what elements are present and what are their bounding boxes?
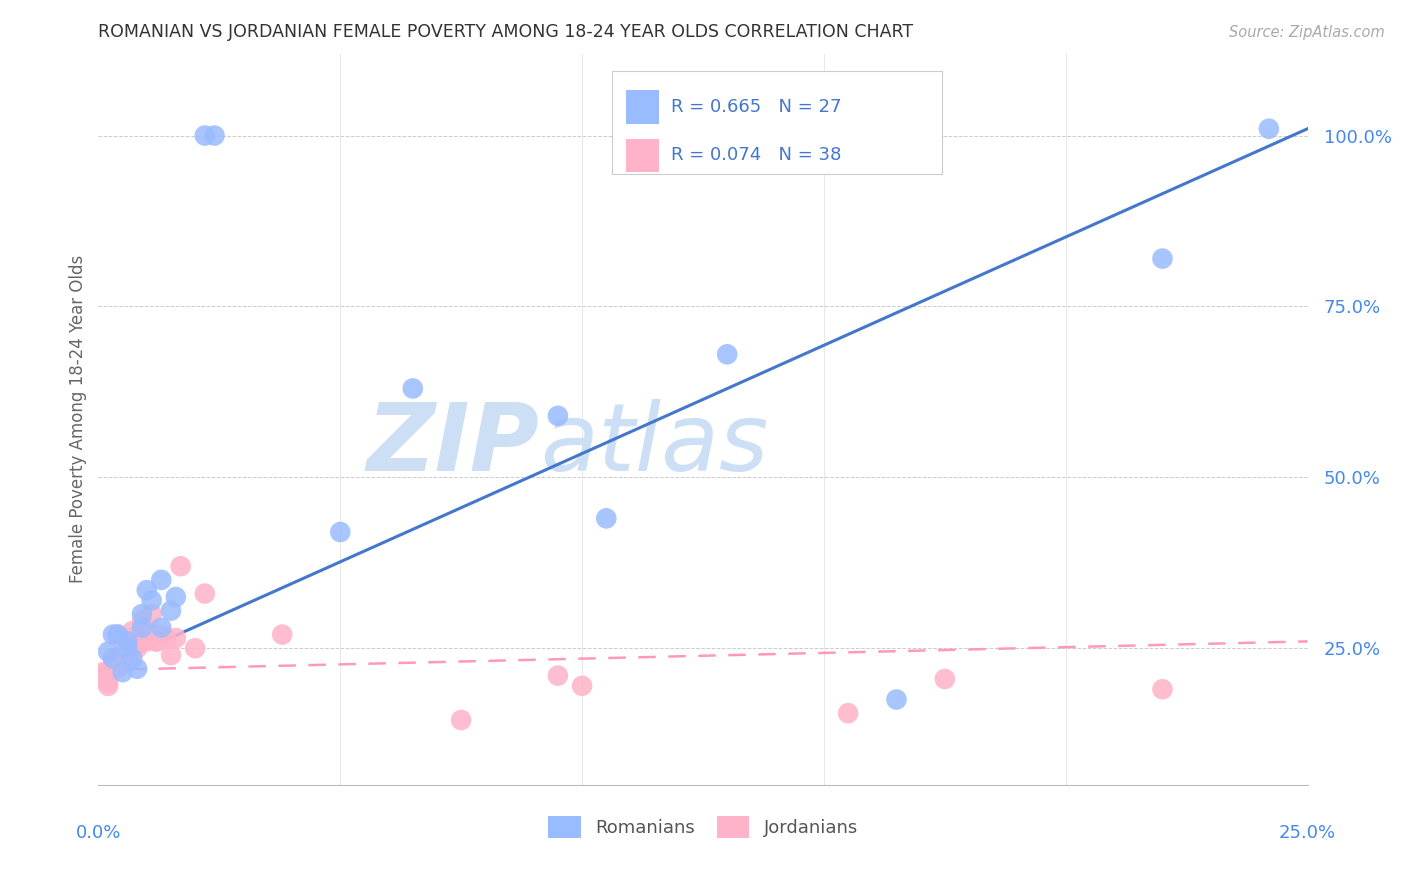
Point: [97, 645, 120, 659]
Point: [101, 658, 124, 673]
Point: [101, 627, 124, 641]
Point: [141, 607, 163, 621]
Point: [131, 634, 153, 648]
Point: [135, 634, 157, 648]
Point: [1152, 252, 1174, 266]
Point: [117, 645, 139, 659]
Text: 25.0%: 25.0%: [1279, 824, 1336, 842]
Point: [184, 641, 207, 656]
Point: [145, 634, 167, 648]
Y-axis label: Female Poverty Among 18-24 Year Olds: Female Poverty Among 18-24 Year Olds: [69, 255, 87, 583]
Point: [127, 641, 149, 656]
Point: [107, 662, 129, 676]
Point: [91, 672, 114, 686]
Point: [141, 593, 163, 607]
Point: [121, 651, 143, 665]
Point: [111, 645, 134, 659]
Point: [121, 631, 143, 645]
Point: [135, 583, 157, 598]
Point: [131, 607, 153, 621]
Point: [271, 627, 294, 641]
Point: [117, 641, 139, 656]
Point: [716, 347, 738, 361]
Point: [160, 648, 183, 662]
Text: atlas: atlas: [540, 400, 768, 491]
Point: [150, 621, 173, 635]
Point: [547, 668, 569, 682]
Point: [101, 651, 124, 665]
Point: [934, 672, 956, 686]
Point: [111, 655, 134, 669]
Point: [91, 665, 114, 680]
Point: [97, 665, 120, 680]
Point: [165, 590, 187, 604]
Point: [91, 668, 114, 682]
Text: R = 0.074   N = 38: R = 0.074 N = 38: [671, 146, 841, 164]
Point: [204, 128, 226, 143]
Text: R = 0.665   N = 27: R = 0.665 N = 27: [671, 98, 841, 116]
Point: [547, 409, 569, 423]
Point: [150, 573, 173, 587]
Point: [121, 624, 143, 639]
Point: [107, 627, 129, 641]
Point: [127, 662, 149, 676]
Point: [97, 679, 120, 693]
Point: [127, 634, 149, 648]
Point: [160, 604, 183, 618]
Point: [329, 524, 352, 539]
Point: [150, 627, 173, 641]
Point: [402, 382, 425, 396]
Point: [194, 586, 217, 600]
Point: [131, 614, 153, 628]
Text: Source: ZipAtlas.com: Source: ZipAtlas.com: [1229, 25, 1385, 40]
Point: [169, 559, 191, 574]
Point: [101, 651, 124, 665]
Legend: Romanians, Jordanians: Romanians, Jordanians: [541, 809, 865, 846]
Point: [97, 675, 120, 690]
Point: [1257, 121, 1279, 136]
Point: [131, 621, 153, 635]
Point: [155, 631, 177, 645]
Point: [1152, 682, 1174, 697]
Point: [165, 631, 187, 645]
Point: [117, 634, 139, 648]
Text: ROMANIAN VS JORDANIAN FEMALE POVERTY AMONG 18-24 YEAR OLDS CORRELATION CHART: ROMANIAN VS JORDANIAN FEMALE POVERTY AMO…: [98, 23, 914, 41]
Point: [886, 692, 908, 706]
Point: [571, 679, 593, 693]
Text: 0.0%: 0.0%: [76, 824, 121, 842]
Point: [107, 627, 129, 641]
Point: [111, 665, 134, 680]
Text: ZIP: ZIP: [367, 399, 540, 491]
Point: [145, 634, 167, 648]
Point: [837, 706, 859, 721]
Point: [595, 511, 617, 525]
Point: [194, 128, 217, 143]
Point: [135, 621, 157, 635]
Point: [450, 713, 472, 727]
